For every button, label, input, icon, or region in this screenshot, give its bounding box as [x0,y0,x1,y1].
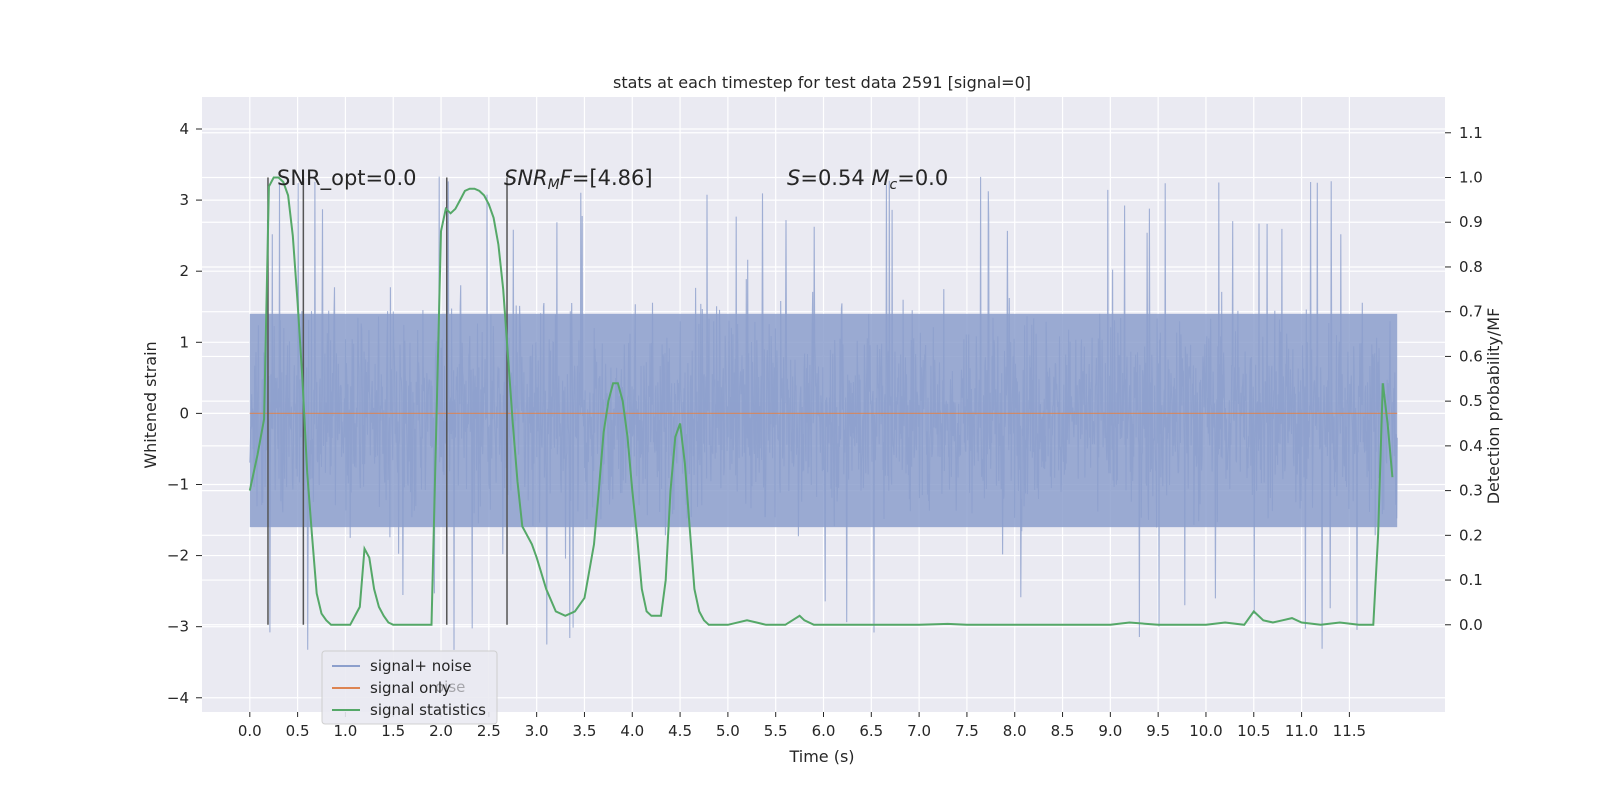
y-left-tick-label: 1 [179,333,189,351]
x-tick-label: 6.0 [812,722,836,740]
x-tick-label: 7.0 [907,722,931,740]
noise-dense-band [249,313,1398,528]
x-tick-label: 5.0 [716,722,740,740]
annotations: SNR_opt=0.0 SNRMF=[4.86] S=0.54 Mc=0.0 [277,166,948,193]
annotation-part: SNR [504,166,548,190]
x-tick-label: 3.5 [573,722,597,740]
y-left-tick-label: −1 [167,475,189,493]
x-tick-label: 6.5 [859,722,883,740]
y-left-tick-label: 0 [179,404,189,422]
legend-ghost-text: oise [435,678,465,696]
annotation-part: S [787,166,800,190]
y-left-tick-labels: 4 3 2 1 0 −1 −2 −3 −4 [167,120,202,707]
series-signal-noise [249,176,1398,650]
x-tick-label: 8.5 [1051,722,1075,740]
y-right-tick-label: 0.1 [1459,571,1483,589]
x-tick-label: 3.0 [525,722,549,740]
y-right-tick-label: 0.6 [1459,347,1483,365]
x-tick-label: 4.5 [668,722,692,740]
x-tick-label: 11.5 [1333,722,1366,740]
legend-label: signal+ noise [370,657,472,675]
y-right-tick-label: 0.3 [1459,482,1483,500]
y-left-tick-label: 4 [179,120,189,138]
x-tick-label: 9.5 [1146,722,1170,740]
x-axis-title: Time (s) [788,747,854,766]
x-tick-label: 4.0 [620,722,644,740]
annotation-part: F [560,166,573,190]
x-tick-label: 1.0 [333,722,357,740]
annotation-part: =0.0 [897,166,948,190]
y-left-tick-label: 3 [179,191,189,209]
annotation-snr_mf: SNRMF=[4.86] [504,166,653,193]
y-left-tick-label: −4 [167,689,189,707]
legend: oise signal+ noise signal only signal stati… [321,650,498,725]
x-tick-labels: 0.0 0.5 1.0 1.5 2.0 2.5 3.0 3.5 4.0 4.5 5.0 5.5 6.0 6… [238,712,1366,740]
series-signal-statistics [248,176,1394,626]
annotation-part [865,166,872,190]
signal-statistics-line [248,176,1394,626]
annotation-part: SNR_opt=0.0 [277,166,417,191]
legend-box [321,650,498,725]
y-right-tick-label: 0.7 [1459,303,1483,321]
legend-label: signal only [370,679,451,697]
annotation-stats: S=0.54 Mc=0.0 [787,166,948,193]
y-right-tick-label: 1.0 [1459,169,1483,187]
annotation-part: =[4.86] [572,166,653,190]
y-right-tick-label: 0.4 [1459,437,1483,455]
annotation-part: M [548,177,560,193]
y-right-tick-label: 1.1 [1459,124,1483,142]
legend-label: signal statistics [370,701,486,719]
x-tick-label: 7.5 [955,722,979,740]
x-tick-label: 8.0 [1003,722,1027,740]
y-left-tick-label: −2 [167,547,189,565]
y-right-tick-label: 0.9 [1459,213,1483,231]
y-right-tick-labels: 1.1 1.0 0.9 0.8 0.7 0.6 0.5 0.4 0.3 0.2 0.1 0.0 [1445,124,1483,634]
x-tick-label: 5.5 [764,722,788,740]
y-left-tick-label: 2 [179,262,189,280]
annotation-part: c [890,177,898,193]
annotation-snr_opt: SNR_opt=0.0 [277,166,417,191]
x-tick-label: 10.0 [1189,722,1222,740]
y-right-tick-label: 0.0 [1459,616,1483,634]
y-right-tick-label: 0.8 [1459,258,1483,276]
x-tick-label: 2.0 [429,722,453,740]
x-tick-label: 10.5 [1237,722,1270,740]
x-tick-label: 9.0 [1098,722,1122,740]
x-tick-label: 0.0 [238,722,262,740]
chart-title: stats at each timestep for test data 259… [613,73,1031,92]
x-tick-label: 0.5 [286,722,310,740]
x-tick-label: 11.0 [1285,722,1318,740]
y-left-axis-title: Whitened strain [141,341,160,468]
annotation-part: =0.54 [800,166,864,190]
y-left-tick-label: −3 [167,618,189,636]
y-right-tick-label: 0.2 [1459,526,1483,544]
y-right-tick-label: 0.5 [1459,392,1483,410]
x-tick-label: 1.5 [381,722,405,740]
y-right-axis-title: Detection probability/MF [1484,308,1503,505]
annotation-part: M [871,166,889,190]
x-tick-label: 2.5 [477,722,501,740]
